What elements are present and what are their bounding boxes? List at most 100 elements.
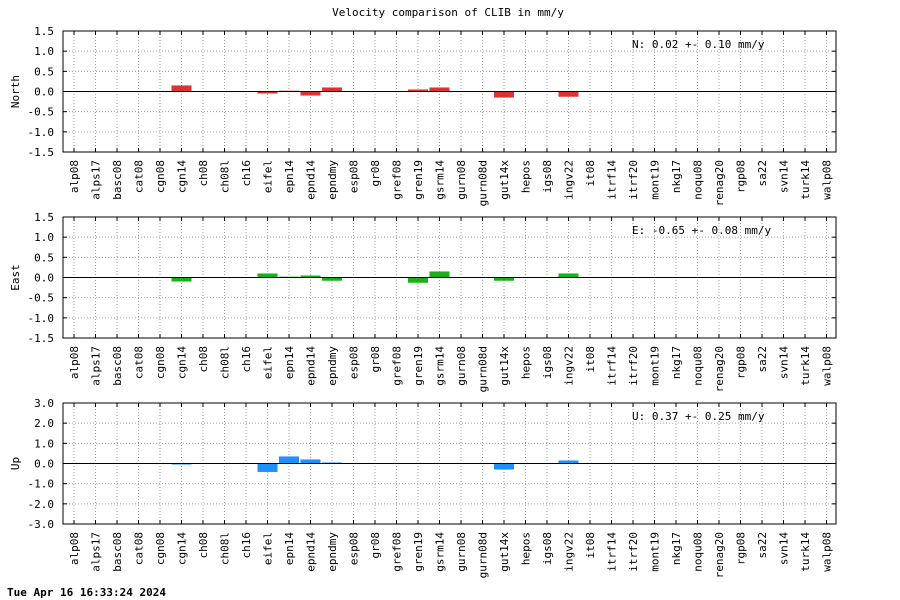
bar-ingv22 (558, 273, 579, 278)
x-tick-label: ingv22 (563, 532, 576, 572)
bar-gut14x (494, 91, 514, 98)
plot-frame (62, 30, 837, 153)
x-tick-label: renag20 (713, 160, 726, 206)
x-tick-label: hepos (520, 346, 533, 379)
bar-gut14x (494, 277, 514, 281)
y-axis-label: North (9, 75, 22, 108)
bar-epndmy (322, 277, 342, 281)
x-tick-label: nkg17 (670, 532, 683, 565)
y-tick-label: -1.0 (28, 312, 55, 325)
bar-epndmy (322, 462, 342, 464)
x-tick-label: mont19 (649, 160, 662, 200)
x-tick-label: cgn14 (176, 532, 189, 565)
x-tick-label: itrf14 (606, 532, 619, 572)
x-tick-label: cgn08 (154, 160, 167, 193)
y-tick-label: -0.5 (28, 292, 55, 305)
x-tick-label: cat08 (133, 160, 146, 193)
x-tick-label: epn14 (283, 160, 296, 193)
x-tick-label: ch08l (219, 346, 232, 379)
x-tick-label: gren19 (412, 160, 425, 200)
bar-ingv22 (558, 460, 579, 464)
x-tick-label: igs08 (541, 532, 554, 565)
y-axis-label: East (9, 264, 22, 291)
x-tick-label: cat08 (133, 346, 146, 379)
x-tick-label: gr08 (369, 346, 382, 373)
x-tick-label: turk14 (799, 532, 812, 572)
y-tick-label: 1.0 (34, 231, 54, 244)
x-tick-label: epn14 (283, 532, 296, 565)
x-tick-label: rgp08 (735, 160, 748, 193)
y-axis-label: Up (9, 457, 22, 470)
x-tick-label: cgn08 (154, 532, 167, 565)
x-tick-label: gurn08 (455, 532, 468, 572)
x-tick-label: mont19 (649, 532, 662, 572)
x-tick-label: nkg17 (670, 160, 683, 193)
bar-gren19 (408, 89, 428, 92)
x-tick-label: ch16 (240, 532, 253, 559)
x-tick-label: svn14 (778, 532, 791, 565)
x-tick-label: itrf20 (627, 532, 640, 572)
x-tick-label: esp08 (348, 346, 361, 379)
bar-epndmy (322, 87, 342, 92)
bar-epnd14 (300, 91, 321, 96)
bar-epn14 (279, 456, 299, 464)
x-tick-label: gref08 (391, 160, 404, 200)
x-tick-label: igs08 (541, 160, 554, 193)
x-tick-label: gsrm14 (434, 532, 447, 572)
x-tick-label: turk14 (799, 346, 812, 386)
x-tick-label: cgn14 (176, 346, 189, 379)
x-tick-label: cgn14 (176, 160, 189, 193)
x-tick-label: rgp08 (735, 346, 748, 379)
x-tick-label: ingv22 (563, 346, 576, 386)
x-tick-label: rgp08 (735, 532, 748, 565)
y-tick-label: 0.0 (34, 272, 54, 285)
x-tick-label: epnd14 (305, 532, 318, 572)
x-tick-label: epndmy (326, 346, 339, 386)
x-tick-label: renag20 (713, 532, 726, 578)
x-tick-label: it08 (584, 532, 597, 559)
x-tick-label: alps17 (90, 346, 103, 386)
bar-gsrm14 (429, 87, 450, 92)
x-tick-label: ingv22 (563, 160, 576, 200)
bar-eifel (257, 91, 278, 94)
panel-east: 1.5 1.0 0.5 0.0 -0.5 -1.0 -1.5 E: -0.65 +- 0.08… (9, 211, 837, 392)
y-tick-label: 2.0 (34, 417, 54, 430)
y-tick-label: 0.5 (34, 251, 54, 264)
bar-gren19 (408, 277, 428, 283)
x-tick-label: walp08 (821, 160, 834, 200)
x-tick-label: gref08 (391, 532, 404, 572)
x-tick-label: epndmy (326, 160, 339, 200)
x-tick-label: renag20 (713, 346, 726, 392)
y-tick-label: -2.0 (28, 498, 55, 511)
x-tick-label: basc08 (111, 532, 124, 572)
bar-epnd14 (300, 459, 321, 464)
x-tick-label: epnd14 (305, 346, 318, 386)
x-tick-label: eifel (262, 160, 275, 193)
chart-title: Velocity comparison of CLIB in mm/y (332, 6, 564, 19)
x-tick-label: gurn08d (477, 160, 490, 206)
x-tick-label: it08 (584, 160, 597, 187)
bar-eifel (257, 273, 278, 278)
stats-annotation: U: 0.37 +- 0.25 mm/y (632, 410, 765, 423)
y-tick-label: -1.5 (28, 332, 55, 345)
x-tick-label: walp08 (821, 346, 834, 386)
x-tick-label: itrf14 (606, 346, 619, 386)
x-tick-label: ch08 (197, 160, 210, 187)
x-tick-label: noqu08 (692, 532, 705, 572)
x-tick-label: svn14 (778, 160, 791, 193)
x-tick-label: sa22 (756, 160, 769, 187)
y-tick-label: 1.0 (34, 437, 54, 450)
y-tick-label: 1.5 (34, 25, 54, 38)
x-tick-label: gut14x (498, 532, 511, 572)
y-tick-label: -1.0 (28, 126, 55, 139)
y-tick-label: 1.0 (34, 45, 54, 58)
x-tick-label: alps17 (90, 532, 103, 572)
x-tick-label: gurn08 (455, 160, 468, 200)
stats-annotation: E: -0.65 +- 0.08 mm/y (632, 224, 771, 237)
x-tick-label: gut14x (498, 346, 511, 386)
x-tick-label: gr08 (369, 160, 382, 187)
x-tick-label: eifel (262, 532, 275, 565)
x-tick-label: epnd14 (305, 160, 318, 200)
x-tick-label: hepos (520, 160, 533, 193)
x-tick-label: epndmy (326, 532, 339, 572)
